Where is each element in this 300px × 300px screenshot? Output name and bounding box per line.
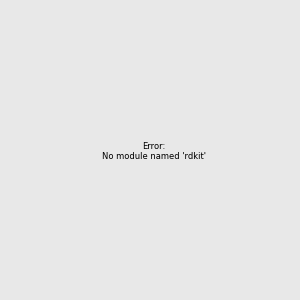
Text: Error:
No module named 'rdkit': Error: No module named 'rdkit' [102, 142, 206, 161]
